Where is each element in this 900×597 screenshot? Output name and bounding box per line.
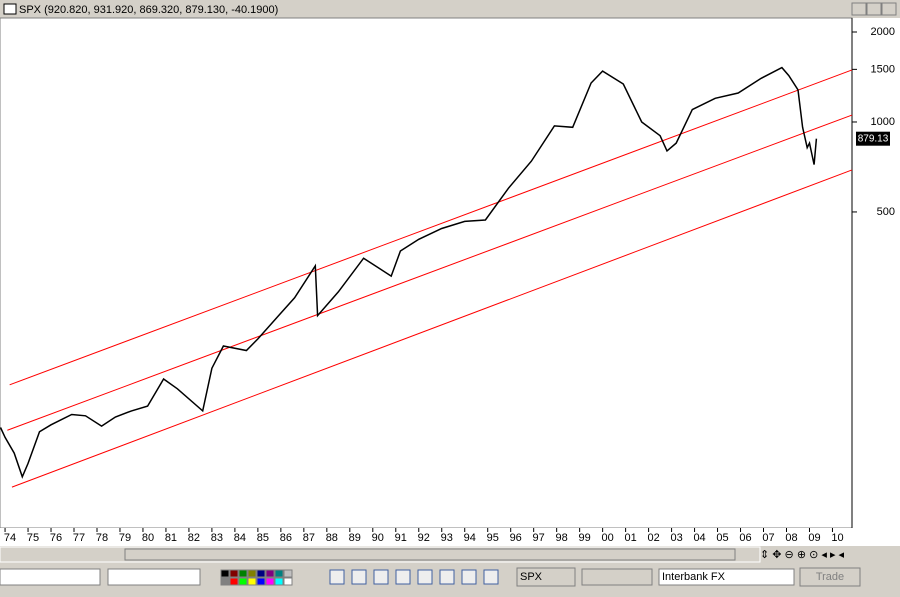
tool-button[interactable] xyxy=(483,569,499,585)
x-tick-label: 99 xyxy=(579,532,591,544)
last-price-label: 879.13 xyxy=(858,133,889,144)
window-icon xyxy=(3,3,17,15)
tool-button[interactable] xyxy=(351,569,367,585)
trade-button-label: Trade xyxy=(816,571,844,583)
x-tick-label: 90 xyxy=(372,532,384,544)
x-tick-label: 84 xyxy=(234,532,246,544)
color-swatch[interactable] xyxy=(274,577,284,586)
x-tick-label: 76 xyxy=(50,532,62,544)
tool-buttons[interactable] xyxy=(329,569,499,585)
trade-button[interactable] xyxy=(799,567,861,587)
tool-button[interactable] xyxy=(329,569,345,585)
x-tick-label: 86 xyxy=(280,532,292,544)
x-tick-label: 83 xyxy=(211,532,223,544)
title-bar xyxy=(0,0,900,18)
x-tick-label: 95 xyxy=(487,532,499,544)
color-swatch[interactable] xyxy=(256,569,266,578)
x-axis-area xyxy=(0,528,900,546)
y-tick-label: 1000 xyxy=(871,116,895,128)
tool-button[interactable] xyxy=(461,569,477,585)
minimize-button[interactable] xyxy=(851,2,867,16)
x-tick-label: 96 xyxy=(510,532,522,544)
x-tick-label: 74 xyxy=(4,532,16,544)
window-buttons[interactable] xyxy=(851,2,897,16)
x-tick-label: 09 xyxy=(808,532,820,544)
trendline xyxy=(11,169,853,488)
line-width-dropdown[interactable] xyxy=(107,568,201,586)
x-tick-label: 98 xyxy=(556,532,568,544)
x-tick-label: 77 xyxy=(73,532,85,544)
x-tick-label: 75 xyxy=(27,532,39,544)
last-price-box xyxy=(856,131,890,146)
x-tick-label: 97 xyxy=(533,532,545,544)
y-axis-area xyxy=(852,18,900,528)
x-tick-label: 07 xyxy=(762,532,774,544)
x-tick-label: 79 xyxy=(119,532,131,544)
color-palette[interactable] xyxy=(220,569,293,586)
x-tick-label: 89 xyxy=(349,532,361,544)
x-tick-label: 00 xyxy=(602,532,614,544)
color-swatch[interactable] xyxy=(265,569,275,578)
x-tick-label: 92 xyxy=(418,532,430,544)
tool-button[interactable] xyxy=(373,569,389,585)
color-swatch[interactable] xyxy=(229,569,239,578)
nav-buttons[interactable]: ⇕ ✥ ⊖ ⊕ ⊙ ◂ ▸ ◂ xyxy=(760,549,845,561)
color-swatch[interactable] xyxy=(256,577,266,586)
color-swatch[interactable] xyxy=(274,569,284,578)
x-tick-label: 05 xyxy=(716,532,728,544)
window-title: SPX (920.820, 931.920, 869.320, 879.130,… xyxy=(19,4,278,16)
color-swatch[interactable] xyxy=(283,569,293,578)
empty-dropdown[interactable] xyxy=(581,568,653,586)
y-tick-label: 500 xyxy=(877,206,895,218)
x-tick-label: 81 xyxy=(165,532,177,544)
x-tick-label: 10 xyxy=(831,532,843,544)
x-tick-label: 80 xyxy=(142,532,154,544)
color-swatch[interactable] xyxy=(247,577,257,586)
color-swatch[interactable] xyxy=(247,569,257,578)
plot-area xyxy=(0,17,853,529)
close-button[interactable] xyxy=(881,2,897,16)
color-swatch[interactable] xyxy=(220,577,230,586)
x-tick-label: 01 xyxy=(624,532,636,544)
scroll-thumb[interactable] xyxy=(124,548,736,561)
price-line xyxy=(0,66,818,479)
x-tick-label: 91 xyxy=(395,532,407,544)
x-tick-label: 87 xyxy=(303,532,315,544)
y-tick-label: 2000 xyxy=(871,26,895,38)
x-tick-label: 08 xyxy=(785,532,797,544)
y-tick-label: 1500 xyxy=(871,63,895,75)
x-tick-label: 82 xyxy=(188,532,200,544)
symbol-field[interactable] xyxy=(516,567,576,587)
x-tick-label: 02 xyxy=(647,532,659,544)
color-swatch[interactable] xyxy=(265,577,275,586)
trendline xyxy=(9,69,853,386)
x-tick-label: 85 xyxy=(257,532,269,544)
tool-button[interactable] xyxy=(395,569,411,585)
trendline xyxy=(7,114,853,431)
symbol-text: SPX xyxy=(520,571,543,583)
x-tick-label: 88 xyxy=(326,532,338,544)
x-tick-label: 06 xyxy=(739,532,751,544)
maximize-button[interactable] xyxy=(866,2,882,16)
x-tick-label: 03 xyxy=(670,532,682,544)
x-tick-label: 93 xyxy=(441,532,453,544)
color-swatch[interactable] xyxy=(229,577,239,586)
line-style-dropdown[interactable] xyxy=(0,568,101,586)
color-swatch[interactable] xyxy=(238,569,248,578)
x-tick-label: 04 xyxy=(693,532,705,544)
x-tick-label: 94 xyxy=(464,532,476,544)
nav-icons[interactable]: ⇕ ✥ ⊖ ⊕ ⊙ ◂ ▸ ◂ xyxy=(760,549,845,561)
broker-text: Interbank FX xyxy=(662,571,726,583)
broker-dropdown[interactable] xyxy=(658,568,795,586)
color-swatch[interactable] xyxy=(283,577,293,586)
color-swatch[interactable] xyxy=(220,569,230,578)
tool-button[interactable] xyxy=(417,569,433,585)
tool-button[interactable] xyxy=(439,569,455,585)
x-tick-label: 78 xyxy=(96,532,108,544)
color-swatch[interactable] xyxy=(238,577,248,586)
